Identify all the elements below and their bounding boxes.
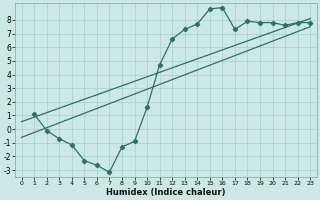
X-axis label: Humidex (Indice chaleur): Humidex (Indice chaleur) — [106, 188, 226, 197]
